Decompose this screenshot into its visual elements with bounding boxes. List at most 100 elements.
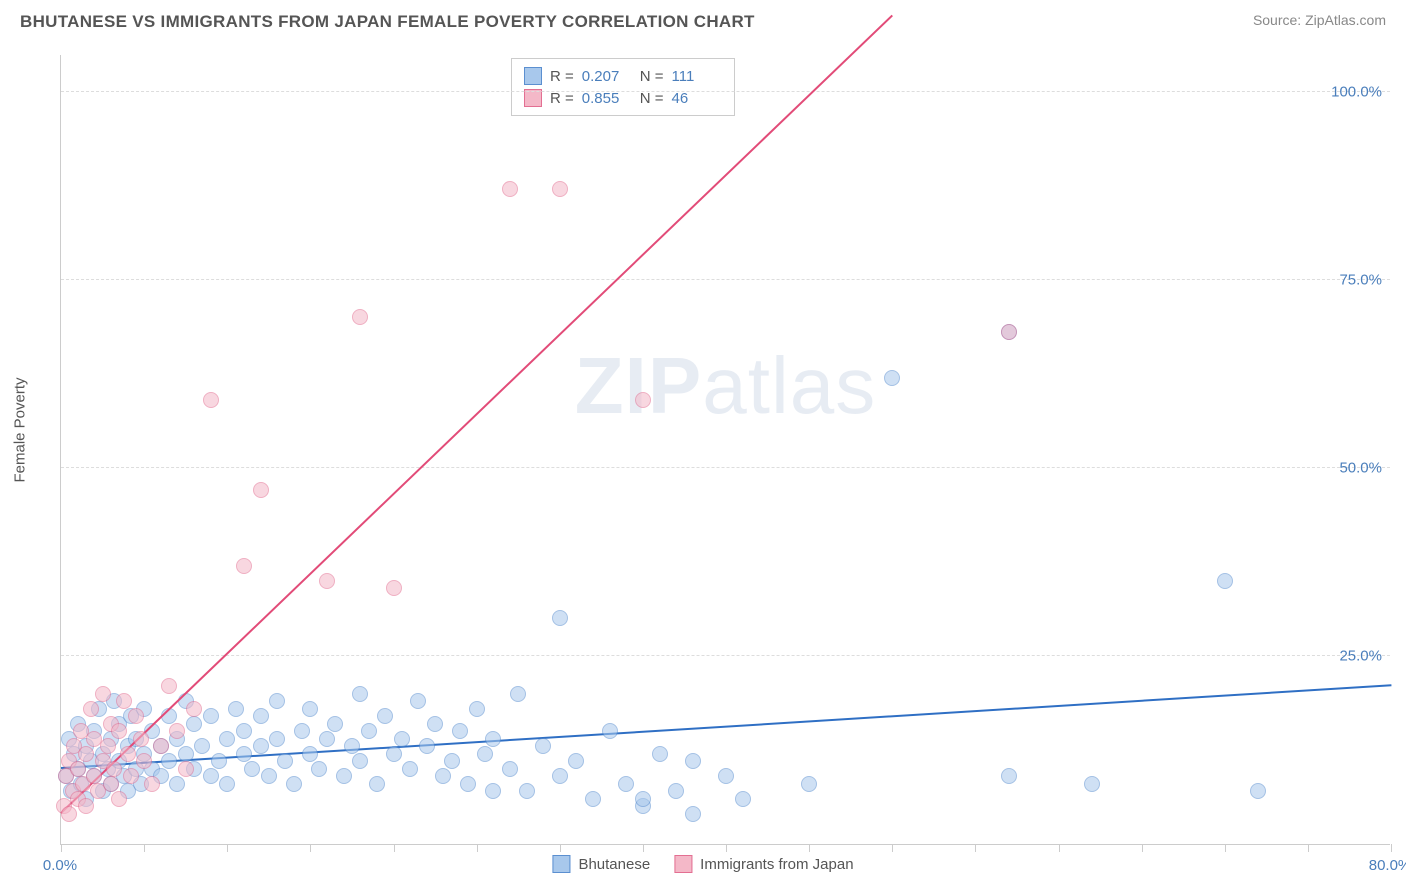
data-point bbox=[444, 753, 460, 769]
y-tick-label: 100.0% bbox=[1331, 83, 1382, 100]
legend-item-0: Bhutanese bbox=[552, 855, 650, 873]
data-point bbox=[552, 181, 568, 197]
x-tick bbox=[227, 844, 228, 852]
data-point bbox=[100, 738, 116, 754]
data-point bbox=[319, 731, 335, 747]
data-point bbox=[352, 686, 368, 702]
data-point bbox=[427, 716, 443, 732]
data-point bbox=[169, 723, 185, 739]
data-point bbox=[161, 678, 177, 694]
data-point bbox=[78, 746, 94, 762]
data-point bbox=[294, 723, 310, 739]
data-point bbox=[186, 716, 202, 732]
r-value-0: 0.207 bbox=[582, 68, 632, 85]
data-point bbox=[228, 701, 244, 717]
data-point bbox=[485, 783, 501, 799]
data-point bbox=[153, 738, 169, 754]
data-point bbox=[128, 708, 144, 724]
data-point bbox=[460, 776, 476, 792]
data-point bbox=[244, 761, 260, 777]
trendline-bhutanese bbox=[61, 684, 1391, 769]
data-point bbox=[178, 761, 194, 777]
data-point bbox=[510, 686, 526, 702]
data-point bbox=[83, 701, 99, 717]
data-point bbox=[410, 693, 426, 709]
data-point bbox=[327, 716, 343, 732]
n-value-0: 111 bbox=[672, 68, 722, 85]
y-tick-label: 25.0% bbox=[1339, 647, 1382, 664]
data-point bbox=[585, 791, 601, 807]
watermark: ZIPatlas bbox=[575, 340, 876, 432]
data-point bbox=[394, 731, 410, 747]
x-tick bbox=[144, 844, 145, 852]
data-point bbox=[203, 708, 219, 724]
x-tick-label-last: 80.0% bbox=[1369, 857, 1406, 874]
data-point bbox=[123, 768, 139, 784]
data-point bbox=[161, 753, 177, 769]
gridline bbox=[61, 467, 1390, 468]
legend-item-1: Immigrants from Japan bbox=[674, 855, 853, 873]
data-point bbox=[477, 746, 493, 762]
data-point bbox=[136, 753, 152, 769]
data-point bbox=[519, 783, 535, 799]
data-point bbox=[203, 768, 219, 784]
data-point bbox=[236, 723, 252, 739]
data-point bbox=[319, 573, 335, 589]
x-tick bbox=[310, 844, 311, 852]
legend-label-0: Bhutanese bbox=[578, 856, 650, 873]
trendline-immigrants-from-japan bbox=[60, 15, 893, 814]
data-point bbox=[402, 761, 418, 777]
data-point bbox=[635, 791, 651, 807]
correlation-legend: R = 0.207 N = 111 R = 0.855 N = 46 bbox=[511, 58, 735, 116]
legend-label-1: Immigrants from Japan bbox=[700, 856, 853, 873]
data-point bbox=[1217, 573, 1233, 589]
data-point bbox=[194, 738, 210, 754]
y-axis-label: Female Poverty bbox=[12, 377, 29, 482]
swatch-series-1 bbox=[524, 89, 542, 107]
data-point bbox=[618, 776, 634, 792]
data-point bbox=[61, 806, 77, 822]
data-point bbox=[685, 753, 701, 769]
x-tick bbox=[892, 844, 893, 852]
data-point bbox=[718, 768, 734, 784]
data-point bbox=[86, 768, 102, 784]
data-point bbox=[435, 768, 451, 784]
data-point bbox=[133, 731, 149, 747]
data-point bbox=[386, 746, 402, 762]
n-value-1: 46 bbox=[672, 90, 722, 107]
x-tick-label-first: 0.0% bbox=[43, 857, 77, 874]
scatter-chart: ZIPatlas R = 0.207 N = 111 R = 0.855 N =… bbox=[60, 55, 1390, 845]
series-legend: Bhutanese Immigrants from Japan bbox=[552, 855, 853, 873]
data-point bbox=[568, 753, 584, 769]
data-point bbox=[178, 746, 194, 762]
data-point bbox=[668, 783, 684, 799]
swatch-series-0 bbox=[552, 855, 570, 873]
x-tick bbox=[975, 844, 976, 852]
data-point bbox=[236, 746, 252, 762]
y-tick-label: 75.0% bbox=[1339, 271, 1382, 288]
data-point bbox=[269, 731, 285, 747]
data-point bbox=[203, 392, 219, 408]
data-point bbox=[502, 181, 518, 197]
data-point bbox=[502, 761, 518, 777]
data-point bbox=[106, 761, 122, 777]
x-tick bbox=[1391, 844, 1392, 852]
chart-header: BHUTANESE VS IMMIGRANTS FROM JAPAN FEMAL… bbox=[0, 0, 1406, 37]
data-point bbox=[469, 701, 485, 717]
data-point bbox=[552, 768, 568, 784]
data-point bbox=[386, 580, 402, 596]
data-point bbox=[884, 370, 900, 386]
data-point bbox=[344, 738, 360, 754]
x-tick bbox=[643, 844, 644, 852]
data-point bbox=[103, 776, 119, 792]
data-point bbox=[261, 768, 277, 784]
legend-row-series-0: R = 0.207 N = 111 bbox=[524, 65, 722, 87]
r-value-1: 0.855 bbox=[582, 90, 632, 107]
x-tick bbox=[477, 844, 478, 852]
x-tick bbox=[726, 844, 727, 852]
x-tick bbox=[560, 844, 561, 852]
data-point bbox=[801, 776, 817, 792]
swatch-series-0 bbox=[524, 67, 542, 85]
data-point bbox=[377, 708, 393, 724]
data-point bbox=[535, 738, 551, 754]
